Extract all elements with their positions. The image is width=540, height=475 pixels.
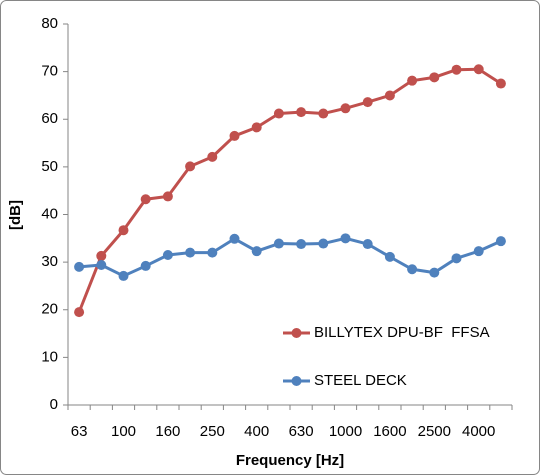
legend-label: BILLYTEX DPU-BF FFSA — [314, 324, 490, 341]
data-point — [340, 103, 351, 114]
data-point — [384, 90, 395, 101]
data-point — [140, 260, 151, 271]
x-tick-label: 1600 — [373, 423, 406, 440]
x-tick-label: 400 — [244, 423, 269, 440]
data-point — [229, 130, 240, 141]
data-point — [185, 247, 196, 258]
data-point — [495, 236, 506, 247]
data-point — [185, 161, 196, 172]
y-tick-label: 60 — [41, 110, 58, 127]
legend-label: STEEL DECK — [314, 372, 407, 389]
data-point — [362, 97, 373, 108]
data-point — [96, 259, 107, 270]
data-point — [74, 261, 85, 272]
data-point — [318, 238, 329, 249]
y-tick-label: 50 — [41, 158, 58, 175]
data-point — [207, 247, 218, 258]
x-tick-label: 100 — [111, 423, 136, 440]
data-point — [318, 108, 329, 119]
data-point — [273, 238, 284, 249]
data-point — [384, 251, 395, 262]
data-point — [251, 246, 262, 257]
y-tick-label: 0 — [50, 396, 58, 413]
y-tick-label: 40 — [41, 205, 58, 222]
data-point — [451, 64, 462, 75]
data-point — [96, 250, 107, 261]
data-point — [473, 64, 484, 75]
data-point — [340, 233, 351, 244]
x-tick-label: 2500 — [418, 423, 451, 440]
x-tick-label: 630 — [289, 423, 314, 440]
data-point — [74, 307, 85, 318]
data-point — [407, 264, 418, 275]
y-tick-label: 80 — [41, 15, 58, 32]
data-point — [451, 253, 462, 264]
data-point — [362, 239, 373, 250]
legend-marker — [291, 376, 302, 386]
y-tick-label: 20 — [41, 301, 58, 318]
y-axis-title: [dB] — [7, 200, 24, 230]
data-point — [229, 233, 240, 244]
data-point — [296, 107, 307, 118]
data-point — [296, 239, 307, 250]
data-point — [407, 75, 418, 86]
data-point — [162, 249, 173, 260]
legend-marker — [291, 328, 302, 338]
y-tick-label: 30 — [41, 253, 58, 270]
x-tick-label: 63 — [71, 423, 88, 440]
data-point — [162, 191, 173, 202]
data-point — [273, 108, 284, 119]
data-point — [429, 267, 440, 278]
x-tick-label: 160 — [155, 423, 180, 440]
x-tick-label: 4000 — [462, 423, 495, 440]
data-point — [495, 78, 506, 89]
data-point — [251, 122, 262, 133]
x-axis-title: Frequency [Hz] — [236, 452, 344, 469]
data-point — [207, 151, 218, 162]
data-point — [118, 270, 129, 281]
data-point — [118, 225, 129, 236]
x-tick-label: 1000 — [329, 423, 362, 440]
y-tick-label: 70 — [41, 63, 58, 80]
data-point — [473, 246, 484, 257]
data-point — [140, 194, 151, 205]
x-tick-label: 250 — [200, 423, 225, 440]
y-tick-label: 10 — [41, 348, 58, 365]
data-point — [429, 72, 440, 83]
